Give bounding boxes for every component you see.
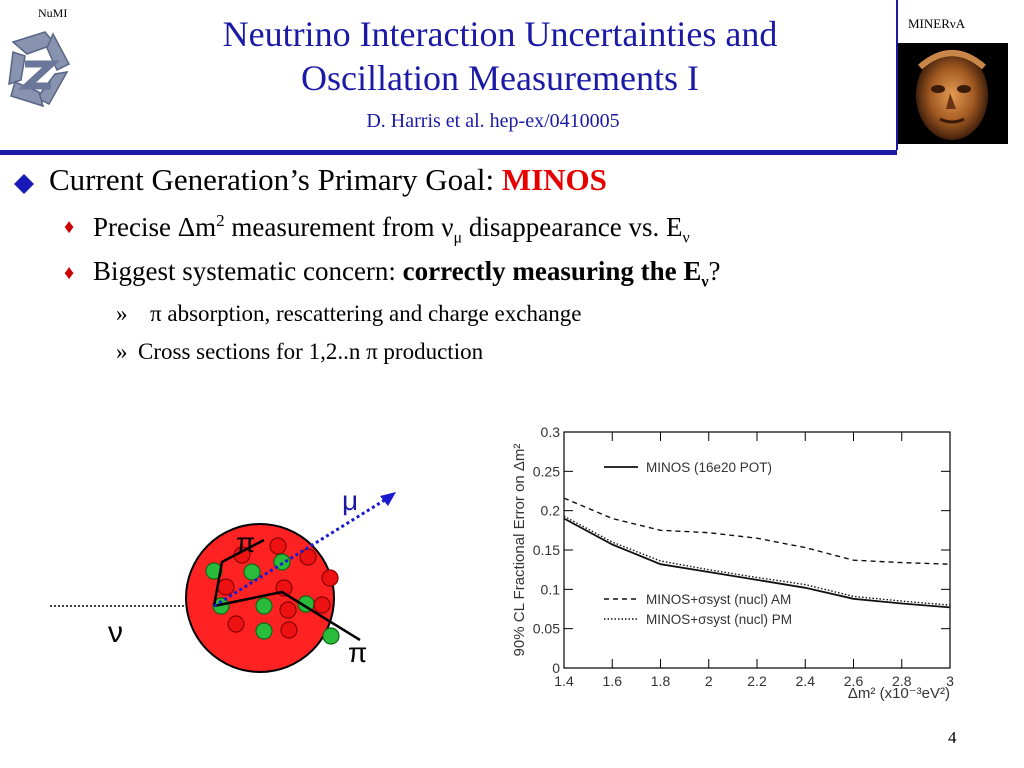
muon-track	[213, 496, 389, 608]
pion-track-top	[212, 538, 265, 607]
numi-label: NuMI	[38, 6, 68, 20]
subsub-marker: »	[116, 339, 128, 364]
pi-bottom-label: π	[348, 637, 367, 668]
x-tick-label: 1.6	[603, 673, 623, 689]
bullet-main: Current Generation’s Primary Goal: MINOS	[49, 162, 607, 197]
legend-label: MINOS (16e20 POT)	[646, 460, 772, 475]
bullet-subsub1: π absorption, rescattering and charge ex…	[150, 301, 582, 326]
x-axis-label: Δm² (x10⁻³eV²)	[848, 685, 950, 702]
subsub-marker: »	[116, 301, 128, 326]
chart-legend: MINOS (16e20 POT) MINOS+σsyst (nucl) AM MI…	[604, 460, 792, 627]
bullet-subsub2: Cross sections for 1,2..n π production	[138, 339, 484, 364]
x-tick-label: 2.2	[747, 673, 767, 689]
x-tick-label: 3	[946, 673, 954, 689]
slide-subtitle: D. Harris et al. hep-ex/0410005	[366, 110, 620, 132]
muon-arrowhead	[380, 492, 396, 506]
series-line-1	[563, 517, 951, 609]
pion-track-bottom	[213, 590, 361, 642]
x-tick-label: 2.4	[796, 673, 816, 689]
x-axis-ticks: 1.4 1.6 1.8 2 2.2 2.4 2.6 2.8 3	[554, 432, 954, 689]
minerva-head-image	[896, 43, 1008, 144]
x-tick-label: 1.4	[554, 673, 574, 689]
bullet-sub2: Biggest systematic concern: correctly me…	[93, 256, 721, 291]
chart-series	[563, 497, 951, 609]
header-horizontal-divider	[0, 150, 897, 155]
small-diamond-icon: ♦	[64, 216, 75, 238]
y-tick-label: 0.15	[533, 542, 560, 558]
legend-label: MINOS+σsyst (nucl) AM	[646, 592, 791, 607]
diamond-bullet-icon	[14, 174, 34, 194]
x-tick-label: 2.8	[892, 673, 912, 689]
nu-label: ν	[108, 616, 123, 649]
nucleus-diagram: μ π ν π	[50, 485, 396, 673]
y-tick-label: 0.1	[541, 581, 561, 597]
x-tick-label: 2	[705, 673, 713, 689]
numi-logo	[8, 31, 71, 108]
y-tick-label: 0.25	[533, 463, 560, 479]
small-diamond-icon: ♦	[64, 262, 75, 284]
bullet-sub1: Precise Δm2 measurement from νμ disappea…	[93, 211, 690, 247]
mu-label: μ	[342, 485, 358, 516]
y-tick-label: 0	[552, 660, 560, 676]
y-tick-label: 0.05	[533, 621, 560, 637]
y-tick-label: 0.2	[541, 503, 561, 519]
series-line-2	[563, 497, 951, 565]
y-tick-label: 0.3	[541, 424, 561, 440]
series-line-3	[563, 515, 951, 606]
y-axis-label: 90% CL Fractional Error on Δm²	[511, 444, 528, 657]
legend-label: MINOS+σsyst (nucl) PM	[646, 612, 792, 627]
minos-highlight: MINOS	[501, 162, 607, 197]
x-tick-label: 2.6	[844, 673, 864, 689]
slide-title-line1: Neutrino Interaction Uncertainties and	[222, 14, 778, 54]
header-vertical-divider	[896, 0, 898, 150]
fractional-error-chart: 0 0.05 0.1 0.15 0.2 0.25 0.3 1.4 1.6 1.8 2 2.2 2.4 2…	[511, 424, 954, 702]
slide-title-line2: Oscillation Measurements I	[301, 58, 699, 98]
x-tick-label: 1.8	[651, 673, 671, 689]
nucleons	[205, 537, 340, 645]
minerva-label: MINERνA	[908, 16, 966, 31]
pi-top-label: π	[236, 527, 255, 558]
y-axis-ticks: 0 0.05 0.1 0.15 0.2 0.25 0.3	[533, 424, 950, 676]
page-number: 4	[948, 728, 957, 747]
